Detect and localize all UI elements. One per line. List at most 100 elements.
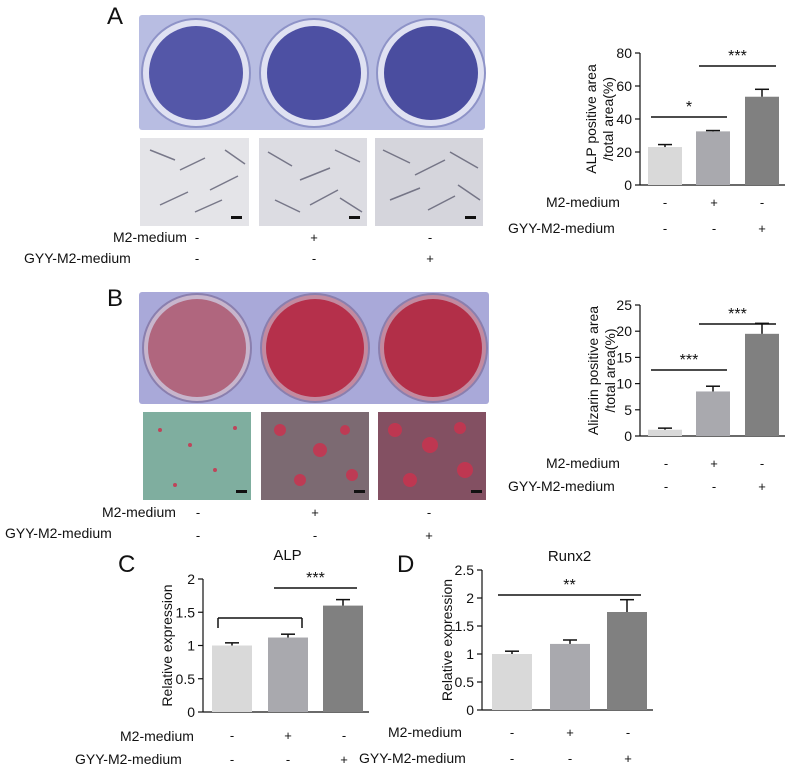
sign: - — [285, 752, 291, 767]
sign: - — [567, 751, 573, 766]
panel-a-img-m2-label: M2-medium — [113, 229, 187, 245]
sign: - — [312, 528, 318, 543]
y-tick-label: 10 — [616, 376, 632, 392]
bar — [607, 612, 647, 710]
sign: - — [759, 195, 765, 210]
y-tick-label: 0 — [624, 177, 632, 193]
sign: - — [194, 230, 200, 245]
y-tick-label: 5 — [624, 402, 632, 418]
bar — [323, 605, 363, 712]
bar — [212, 645, 252, 712]
y-axis-label: Relative expression — [159, 584, 175, 706]
bar — [550, 643, 590, 710]
sign: - — [426, 505, 432, 520]
chart-b-gyy-label: GYY-M2-medium — [508, 478, 615, 494]
chart-title: ALP — [273, 547, 301, 564]
scale-bars — [231, 216, 476, 219]
y-axis-label: Alizarin positive area/total area(%) — [585, 306, 618, 435]
chart-c-m2-label: M2-medium — [120, 728, 194, 744]
sign: - — [509, 725, 515, 740]
ars-well-3-stain — [384, 299, 482, 397]
panel-letter-d: D — [397, 551, 415, 578]
sign: - — [759, 456, 765, 471]
y-tick-label: 0 — [624, 428, 632, 444]
chart-b-m2-label: M2-medium — [546, 455, 620, 471]
sign: - — [341, 728, 347, 743]
sign: + — [311, 505, 319, 520]
y-axis-label: ALP positive area/total area(%) — [583, 64, 616, 174]
sign: + — [710, 195, 718, 210]
cell-streaks — [149, 149, 481, 213]
sign: + — [284, 728, 292, 743]
sign: - — [509, 751, 515, 766]
significance-label: * — [686, 99, 692, 116]
panel-a-img-gyy-label: GYY-M2-medium — [24, 250, 131, 266]
bar — [648, 429, 682, 436]
bar — [492, 654, 532, 710]
significance-label: *** — [728, 48, 747, 65]
y-tick-label: 0.5 — [176, 671, 196, 687]
sign: - — [662, 195, 668, 210]
significance-label: *** — [728, 306, 747, 323]
bar — [696, 391, 730, 436]
y-tick-label: 40 — [616, 111, 632, 127]
y-axis-label-line: ALP positive area — [583, 64, 599, 174]
y-tick-label: 2.5 — [455, 562, 475, 578]
alp-well-3-stain — [384, 26, 478, 120]
panel-b-img-gyy-label: GYY-M2-medium — [5, 525, 112, 541]
sign: + — [426, 251, 434, 266]
sign: - — [662, 221, 668, 236]
y-tick-label: 1.5 — [176, 604, 196, 620]
mineral-nodules — [158, 422, 473, 487]
y-tick-label: 0 — [187, 704, 195, 720]
chart-a-m2-label: M2-medium — [546, 194, 620, 210]
chart-d-gyy-label: GYY-M2-medium — [359, 750, 466, 766]
alp-micrograph-3 — [375, 138, 483, 226]
sign: + — [758, 479, 766, 494]
sign: - — [711, 479, 717, 494]
sign: - — [663, 479, 669, 494]
y-tick-label: 1 — [466, 646, 474, 662]
sign: + — [710, 456, 718, 471]
y-tick-label: 80 — [616, 45, 632, 61]
sign: + — [340, 752, 348, 767]
sign: + — [624, 751, 632, 766]
sign: - — [311, 251, 317, 266]
y-axis-label-line: /total area(%) — [602, 328, 618, 412]
sign: - — [427, 230, 433, 245]
chart-d-m2-label: M2-medium — [388, 724, 462, 740]
chart-c-gyy-label: GYY-M2-medium — [75, 751, 182, 767]
chart-a-gyy-label: GYY-M2-medium — [508, 220, 615, 236]
alp-micrographs — [140, 138, 483, 226]
ars-micrograph-1 — [143, 412, 251, 500]
sign: + — [566, 725, 574, 740]
bar — [745, 96, 779, 185]
sign: - — [194, 251, 200, 266]
bar — [745, 333, 779, 436]
chart-title: Runx2 — [548, 548, 591, 565]
sign: + — [758, 221, 766, 236]
y-tick-label: 2 — [187, 571, 195, 587]
significance-label: *** — [306, 570, 325, 587]
y-axis-label-line: Alizarin positive area — [585, 306, 601, 435]
bar — [696, 131, 730, 185]
ars-well-2-stain — [266, 299, 364, 397]
significance-label: *** — [680, 352, 699, 369]
y-tick-label: 0 — [466, 702, 474, 718]
sign: - — [625, 725, 631, 740]
bar — [268, 637, 308, 712]
alp-micrograph-2 — [259, 138, 367, 226]
sign: + — [425, 528, 433, 543]
y-tick-label: 1 — [187, 638, 195, 654]
sign: - — [229, 752, 235, 767]
y-tick-label: 60 — [616, 78, 632, 94]
y-tick-label: 1.5 — [455, 618, 475, 634]
y-tick-label: 15 — [616, 349, 632, 365]
sign: - — [711, 221, 717, 236]
sign: + — [310, 230, 318, 245]
